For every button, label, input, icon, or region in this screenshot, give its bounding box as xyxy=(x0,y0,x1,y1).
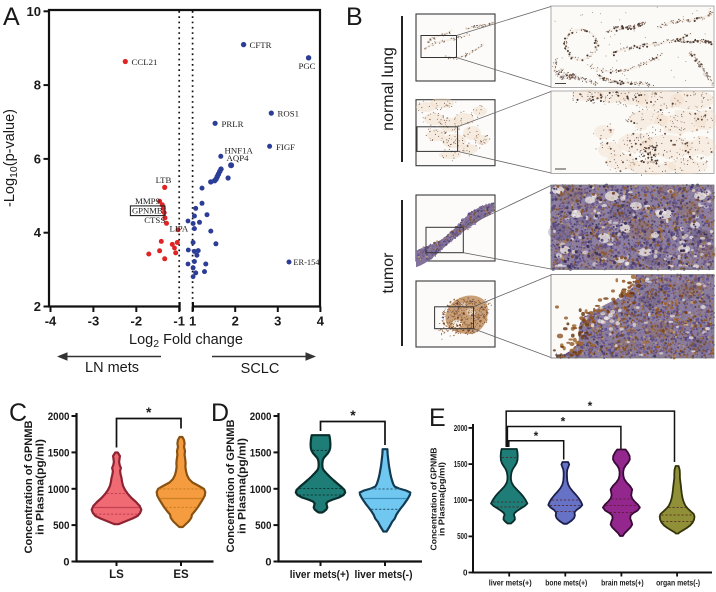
svg-text:E: E xyxy=(429,404,446,432)
svg-text:ER-154: ER-154 xyxy=(293,258,320,267)
svg-text:1000: 1000 xyxy=(454,496,468,505)
svg-text:CFTR: CFTR xyxy=(250,40,272,50)
svg-text:3: 3 xyxy=(274,314,281,329)
svg-text:2000: 2000 xyxy=(454,424,468,433)
svg-text:Concentration of GPNMB: Concentration of GPNMB xyxy=(225,419,237,552)
svg-text:in Plasma(pg/ml): in Plasma(pg/ml) xyxy=(437,462,446,536)
svg-text:HNF1A: HNF1A xyxy=(225,146,254,156)
svg-text:ROS1: ROS1 xyxy=(278,109,300,119)
svg-text:1500: 1500 xyxy=(48,447,70,459)
svg-text:1: 1 xyxy=(189,314,196,329)
svg-text:LS: LS xyxy=(109,569,124,581)
svg-text:LN mets: LN mets xyxy=(85,360,139,376)
svg-text:MMP9: MMP9 xyxy=(135,196,161,206)
svg-text:C: C xyxy=(9,399,27,427)
svg-text:-Log10(p-value): -Log10(p-value) xyxy=(2,109,20,207)
svg-text:*: * xyxy=(561,415,566,429)
svg-text:2: 2 xyxy=(232,314,239,329)
svg-text:500: 500 xyxy=(255,520,271,532)
svg-text:bone mets(+): bone mets(+) xyxy=(545,578,587,588)
svg-text:-4: -4 xyxy=(45,314,57,329)
svg-text:CCL21: CCL21 xyxy=(132,57,158,67)
svg-text:D: D xyxy=(211,399,229,427)
svg-text:2000: 2000 xyxy=(48,411,70,423)
svg-text:6: 6 xyxy=(34,151,41,166)
svg-text:2000: 2000 xyxy=(250,411,272,423)
svg-text:1000: 1000 xyxy=(48,484,70,496)
svg-text:FIGF: FIGF xyxy=(276,142,295,152)
svg-text:*: * xyxy=(350,407,356,423)
svg-text:8: 8 xyxy=(34,78,41,93)
svg-text:500: 500 xyxy=(53,520,69,532)
svg-text:-1: -1 xyxy=(173,314,185,329)
svg-text:Log2 Fold change: Log2 Fold change xyxy=(129,332,243,350)
svg-text:in Plasma(pg/ml): in Plasma(pg/ml) xyxy=(237,438,249,534)
svg-text:0: 0 xyxy=(265,557,271,569)
svg-text:1500: 1500 xyxy=(250,447,272,459)
svg-text:-2: -2 xyxy=(131,314,143,329)
svg-text:AQP4: AQP4 xyxy=(227,153,250,163)
svg-text:0: 0 xyxy=(463,568,468,577)
svg-text:1000: 1000 xyxy=(250,484,272,496)
svg-text:0: 0 xyxy=(63,557,69,569)
svg-text:liver mets(+): liver mets(+) xyxy=(290,569,350,581)
svg-text:B: B xyxy=(346,3,363,31)
svg-text:LIPA: LIPA xyxy=(170,224,189,234)
svg-text:A: A xyxy=(3,3,20,31)
svg-text:tumor: tumor xyxy=(380,252,397,294)
svg-text:*: * xyxy=(534,429,539,443)
svg-text:brain mets(+): brain mets(+) xyxy=(601,578,644,588)
svg-text:1500: 1500 xyxy=(454,460,468,469)
svg-text:LTB: LTB xyxy=(156,175,172,185)
svg-text:-3: -3 xyxy=(88,314,100,329)
svg-text:4: 4 xyxy=(317,314,325,329)
svg-text:PRLR: PRLR xyxy=(222,119,244,129)
svg-text:Concentration of GPNMB: Concentration of GPNMB xyxy=(23,420,35,553)
svg-text:2: 2 xyxy=(34,299,41,314)
svg-text:Concentration of GPNMB: Concentration of GPNMB xyxy=(429,447,438,550)
svg-text:organ mets(-): organ mets(-) xyxy=(656,578,700,588)
svg-text:4: 4 xyxy=(34,225,42,240)
svg-text:SCLC: SCLC xyxy=(241,361,280,377)
svg-text:normal lung: normal lung xyxy=(380,47,397,131)
svg-text:PGC: PGC xyxy=(298,61,315,71)
svg-text:CTSS: CTSS xyxy=(144,215,165,225)
svg-text:liver mets(-): liver mets(-) xyxy=(355,569,413,581)
svg-text:in Plasma(pg/ml): in Plasma(pg/ml) xyxy=(35,439,47,535)
svg-text:ES: ES xyxy=(173,569,189,581)
svg-text:GPNMB: GPNMB xyxy=(132,206,163,216)
svg-text:liver mets(+): liver mets(+) xyxy=(489,578,532,588)
svg-text:10: 10 xyxy=(27,4,41,19)
svg-text:*: * xyxy=(146,404,152,420)
svg-text:500: 500 xyxy=(457,532,468,541)
svg-text:*: * xyxy=(588,399,593,413)
